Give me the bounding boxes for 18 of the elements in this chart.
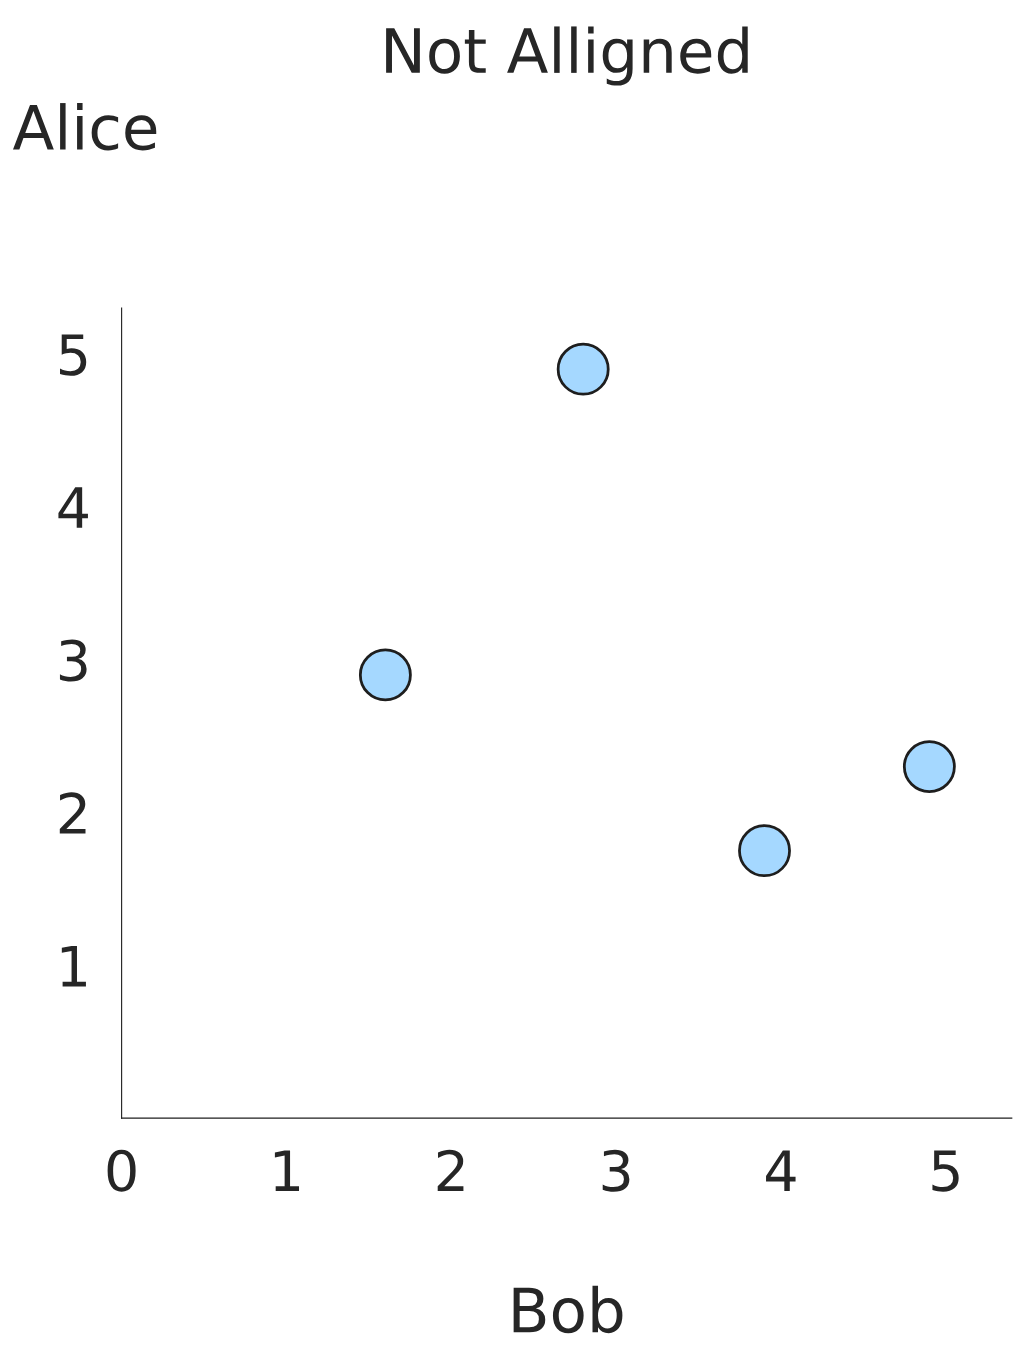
x-tick-label: 1 bbox=[274, 1150, 300, 1191]
y-tick-label: 5 bbox=[60, 334, 87, 376]
x-tick-label: 0 bbox=[107, 1149, 136, 1192]
y-tick-label: 4 bbox=[58, 487, 88, 528]
point bbox=[902, 740, 956, 794]
point bbox=[556, 342, 610, 396]
point bbox=[738, 824, 791, 878]
chart-title: Not Alligned bbox=[386, 26, 748, 86]
x-tick-label: 5 bbox=[932, 1150, 959, 1192]
y-axis-title: Alice bbox=[13, 103, 157, 151]
y-tick-label: 1 bbox=[61, 945, 86, 987]
point bbox=[358, 648, 412, 702]
x-axis-title: Bob bbox=[513, 1285, 623, 1334]
x-tick-label: 4 bbox=[766, 1150, 796, 1191]
y-tick-label: 3 bbox=[59, 639, 87, 682]
x-tick-label: 3 bbox=[602, 1149, 630, 1192]
x-tick-label: 2 bbox=[437, 1149, 464, 1191]
y-tick-label: 2 bbox=[59, 792, 86, 834]
